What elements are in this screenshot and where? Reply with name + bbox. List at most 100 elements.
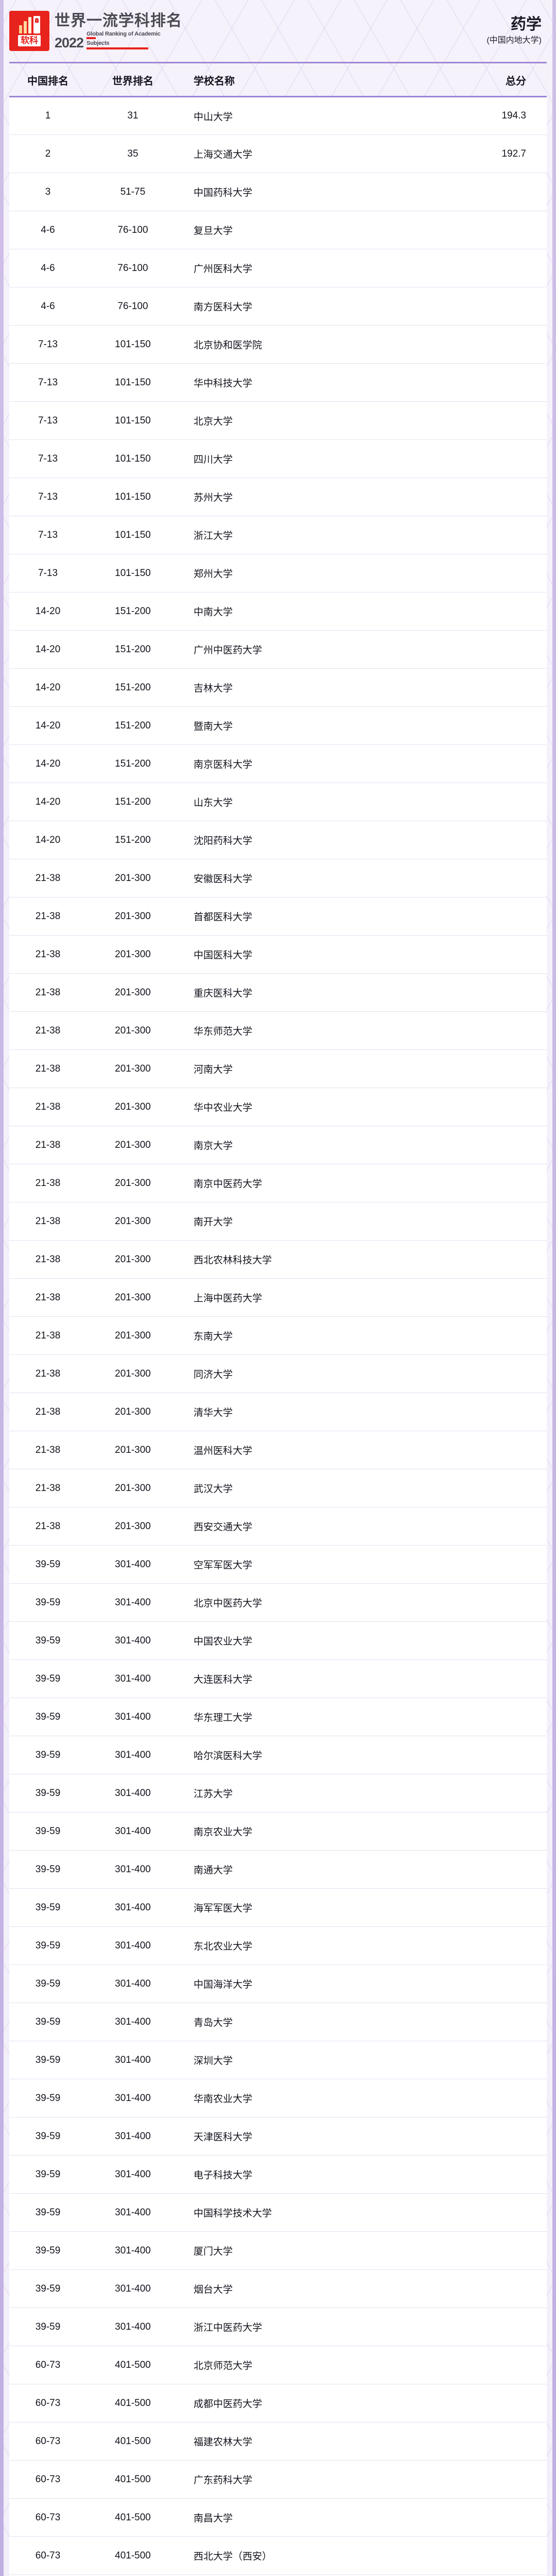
rank-world-cell: 201-300 xyxy=(86,1431,179,1469)
table-row: 21-38 201-300 南京大学 xyxy=(9,1126,547,1164)
rank-china-cell: 39-59 xyxy=(9,1659,86,1698)
rank-china-cell: 14-20 xyxy=(9,783,86,821)
total-score-cell xyxy=(416,1088,547,1126)
rank-world-cell: 101-150 xyxy=(86,439,179,478)
table-row: 39-59 301-400 大连医科大学 xyxy=(9,1659,547,1698)
rank-china-cell: 14-20 xyxy=(9,744,86,783)
university-name-cell: 中南大学 xyxy=(179,592,416,631)
university-name-cell: 南昌大学 xyxy=(179,2498,416,2537)
university-name-cell: 安徽医科大学 xyxy=(179,859,416,897)
university-name-cell: 北京师范大学 xyxy=(179,2346,416,2384)
rank-world-cell: 101-150 xyxy=(86,516,179,554)
total-score-cell xyxy=(416,1850,547,1889)
rank-world-cell: 101-150 xyxy=(86,363,179,402)
table-row: 7-13 101-150 华中科技大学 xyxy=(9,363,547,402)
table-row: 21-38 201-300 武汉大学 xyxy=(9,1469,547,1507)
table-row: 21-38 201-300 南开大学 xyxy=(9,1202,547,1241)
table-row: 14-20 151-200 广州中医药大学 xyxy=(9,630,547,669)
table-row: 4-6 76-100 南方医科大学 xyxy=(9,287,547,326)
total-score-cell xyxy=(416,859,547,897)
university-name-cell: 东北农业大学 xyxy=(179,1926,416,1965)
rank-china-cell: 21-38 xyxy=(9,1469,86,1507)
table-row: 39-59 301-400 烟台大学 xyxy=(9,2269,547,2308)
rank-world-cell: 301-400 xyxy=(86,1926,179,1965)
table-row: 39-59 301-400 东北农业大学 xyxy=(9,1926,547,1965)
table-row: 39-59 301-400 哈尔滨医科大学 xyxy=(9,1736,547,1774)
university-name-cell: 空军军医大学 xyxy=(179,1545,416,1584)
table-head: 中国排名 世界排名 学校名称 总分 xyxy=(9,62,547,97)
university-name-cell: 重庆医科大学 xyxy=(179,973,416,1012)
table-row: 21-38 201-300 东南大学 xyxy=(9,1316,547,1355)
table-row: 39-59 301-400 厦门大学 xyxy=(9,2231,547,2270)
table-row: 21-38 201-300 同济大学 xyxy=(9,1354,547,1393)
table-row: 7-13 101-150 郑州大学 xyxy=(9,554,547,592)
rank-world-cell: 101-150 xyxy=(86,478,179,516)
table-row: 2 35 上海交通大学 192.7 xyxy=(9,134,547,173)
rank-china-cell: 14-20 xyxy=(9,668,86,707)
rank-world-cell: 301-400 xyxy=(86,2079,179,2117)
total-score-cell xyxy=(416,1469,547,1507)
rank-china-cell: 39-59 xyxy=(9,2269,86,2308)
rank-china-cell: 7-13 xyxy=(9,554,86,592)
total-score-cell xyxy=(416,2041,547,2079)
rank-world-cell: 301-400 xyxy=(86,2155,179,2194)
rank-world-cell: 201-300 xyxy=(86,859,179,897)
rank-china-cell: 4-6 xyxy=(9,287,86,326)
rank-world-cell: 301-400 xyxy=(86,1850,179,1889)
total-score-cell xyxy=(416,2079,547,2117)
table-row: 39-59 301-400 北京中医药大学 xyxy=(9,1583,547,1622)
total-score-cell xyxy=(416,1240,547,1279)
total-score-cell xyxy=(416,2460,547,2499)
rank-china-cell: 7-13 xyxy=(9,439,86,478)
university-name-cell: 青岛大学 xyxy=(179,2003,416,2041)
table-row: 21-38 201-300 上海中医药大学 xyxy=(9,1278,547,1317)
rank-china-cell: 21-38 xyxy=(9,1431,86,1469)
logo-wordmark: 软科 xyxy=(18,35,41,46)
rank-world-cell: 301-400 xyxy=(86,1545,179,1584)
rank-world-cell: 401-500 xyxy=(86,2498,179,2537)
rank-world-cell: 201-300 xyxy=(86,1049,179,1088)
total-score-cell xyxy=(416,2117,547,2156)
rank-china-cell: 21-38 xyxy=(9,897,86,936)
column-header-total-score: 总分 xyxy=(416,62,547,97)
university-name-cell: 中山大学 xyxy=(179,96,416,135)
rank-world-cell: 201-300 xyxy=(86,897,179,936)
rank-world-cell: 301-400 xyxy=(86,2231,179,2270)
table-row: 7-13 101-150 浙江大学 xyxy=(9,516,547,554)
university-name-cell: 中国农业大学 xyxy=(179,1621,416,1660)
university-name-cell: 南开大学 xyxy=(179,1202,416,1241)
total-score-cell xyxy=(416,1545,547,1584)
rank-china-cell: 39-59 xyxy=(9,2231,86,2270)
rank-china-cell: 60-73 xyxy=(9,2346,86,2384)
rank-china-cell: 21-38 xyxy=(9,973,86,1012)
table-row: 60-73 401-500 南昌大学 xyxy=(9,2498,547,2537)
brand-rule-short-icon xyxy=(86,37,96,39)
table-row: 14-20 151-200 南京医科大学 xyxy=(9,744,547,783)
university-name-cell: 厦门大学 xyxy=(179,2231,416,2270)
rank-world-cell: 31 xyxy=(86,96,179,135)
university-name-cell: 南京医科大学 xyxy=(179,744,416,783)
total-score-cell xyxy=(416,2155,547,2194)
column-header-china-rank: 中国排名 xyxy=(9,62,86,97)
rank-world-cell: 301-400 xyxy=(86,2117,179,2156)
total-score-cell xyxy=(416,1926,547,1965)
rank-world-cell: 301-400 xyxy=(86,1621,179,1660)
table-row: 21-38 201-300 温州医科大学 xyxy=(9,1431,547,1469)
university-name-cell: 温州医科大学 xyxy=(179,1431,416,1469)
university-name-cell: 华南农业大学 xyxy=(179,2079,416,2117)
university-name-cell: 南京中医药大学 xyxy=(179,1164,416,1202)
total-score-cell xyxy=(416,935,547,974)
table-row: 21-38 201-300 南京中医药大学 xyxy=(9,1164,547,1202)
brand-year: 2022 xyxy=(55,35,84,50)
brand-block: 软科 世界一流学科排名 2022 Global Ranking of Acade… xyxy=(9,11,182,51)
total-score-cell xyxy=(416,516,547,554)
total-score-cell xyxy=(416,2346,547,2384)
rank-china-cell: 39-59 xyxy=(9,1812,86,1851)
ranking-table: 中国排名 世界排名 学校名称 总分 1 31 中山大学 194.3 2 35 上海交通大学 1… xyxy=(9,62,547,2576)
total-score-cell xyxy=(416,630,547,669)
table-row: 4-6 76-100 广州医科大学 xyxy=(9,249,547,287)
university-name-cell: 四川大学 xyxy=(179,439,416,478)
total-score-cell xyxy=(416,592,547,631)
university-name-cell: 烟台大学 xyxy=(179,2269,416,2308)
total-score-cell xyxy=(416,897,547,936)
